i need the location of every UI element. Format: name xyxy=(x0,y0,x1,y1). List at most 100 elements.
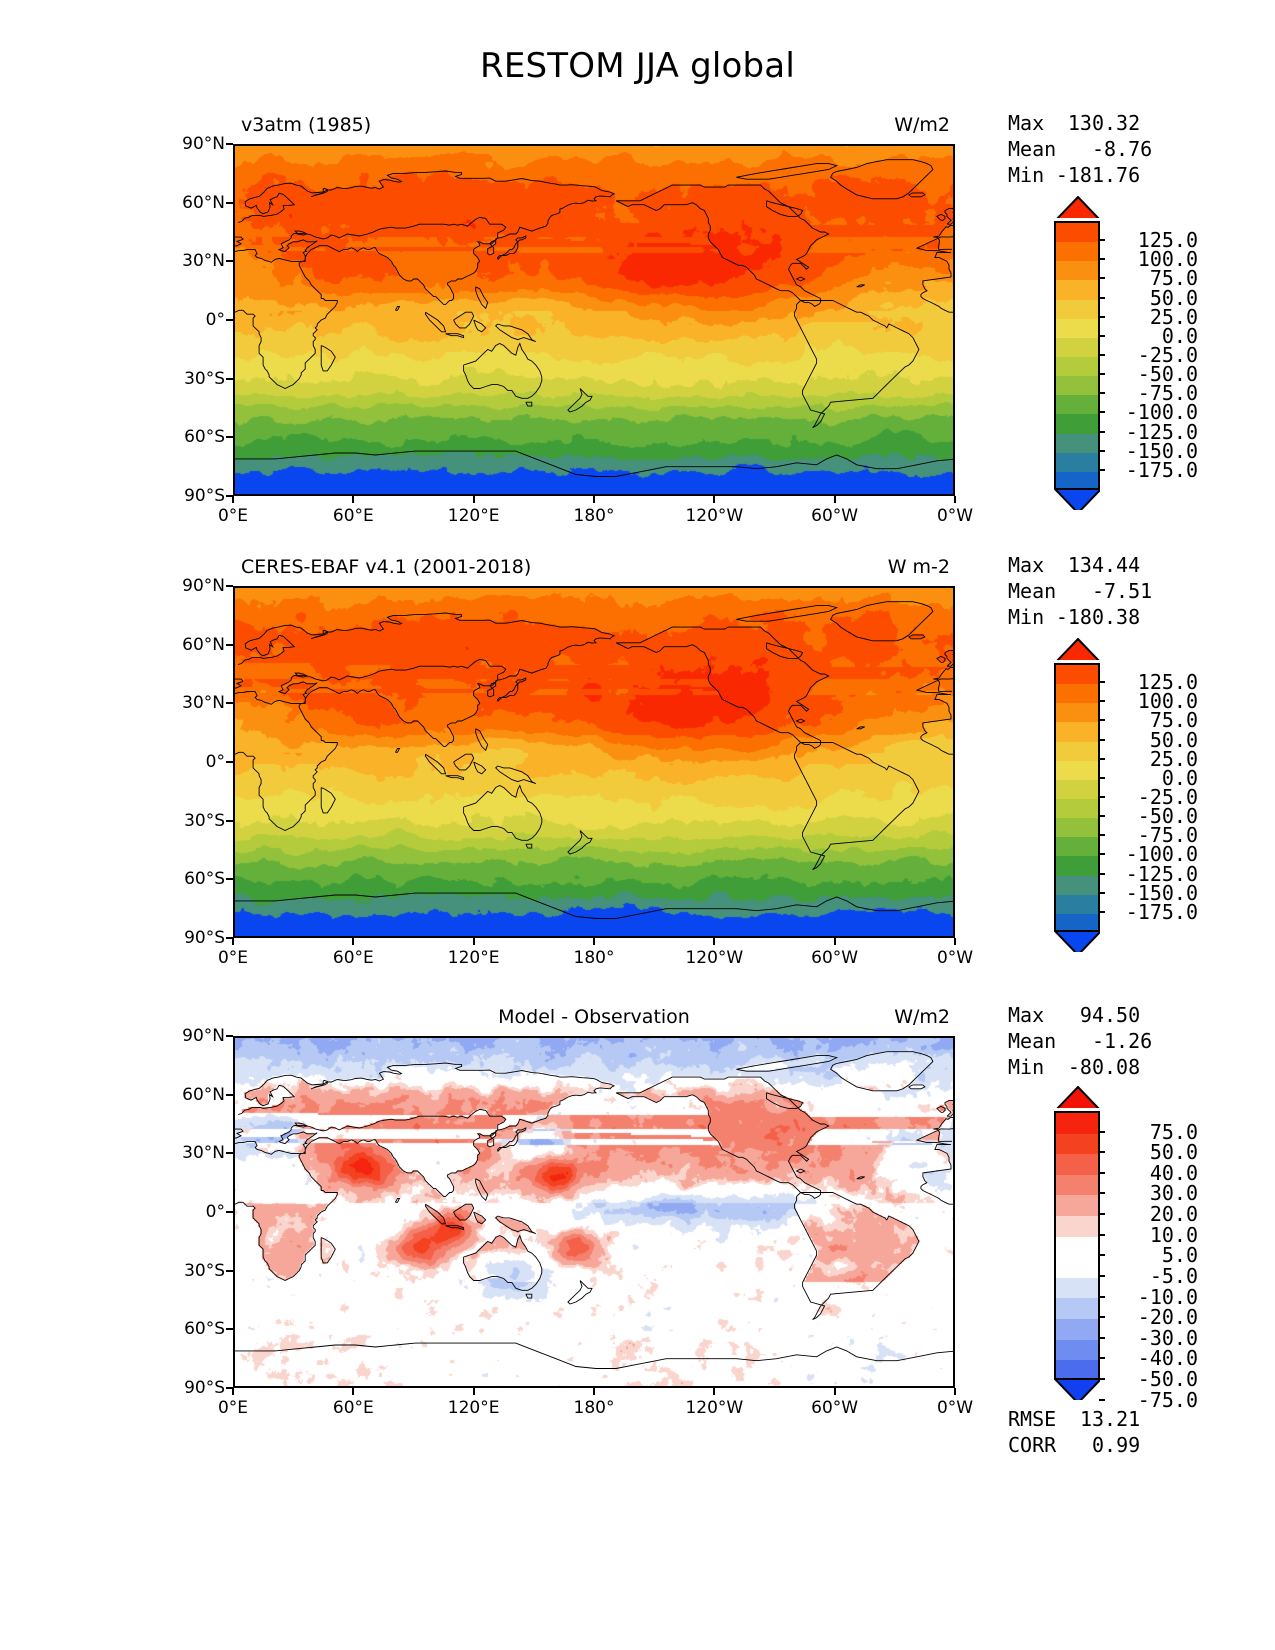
stats-key-mean: Mean xyxy=(1008,137,1057,161)
ytickmark-observation-0 xyxy=(226,585,233,587)
ytickmark-difference-6 xyxy=(226,1387,233,1389)
colorbar-segment-model-1 xyxy=(1056,223,1098,243)
colorbar-tickline-difference-11 xyxy=(1099,1357,1105,1360)
xtickmark-observation-3 xyxy=(593,938,595,945)
skill-label-rmse: RMSE xyxy=(1008,1407,1057,1431)
colorbar-tick-difference-4: 20.0 xyxy=(1149,1202,1198,1227)
stats-model: Max 130.32 Mean -8.76 Min -181.76 xyxy=(1008,110,1152,188)
xtick-difference-6: 0°W xyxy=(936,1398,974,1418)
xtick-model-1: 60°E xyxy=(332,506,374,526)
colorbar-extend-min-model xyxy=(1054,488,1100,510)
stats-value-max: 130.32 xyxy=(1067,111,1141,135)
colorbar-extend-min-difference xyxy=(1054,1378,1100,1400)
colorbar-tick-model-9: -100.0 xyxy=(1125,400,1198,425)
ytickmark-observation-4 xyxy=(226,819,233,822)
colorbar-segment-observation-1 xyxy=(1056,665,1098,685)
colorbar-segment-model-10 xyxy=(1056,395,1098,415)
xtick-model-3: 180° xyxy=(573,506,615,526)
colorbar-tick-model-5: 0.0 xyxy=(1161,323,1198,348)
colorbar-tickline-model-10 xyxy=(1099,430,1105,433)
stats-value-mean: -7.51 xyxy=(1091,579,1153,603)
colorbar-segment-observation-2 xyxy=(1056,684,1098,704)
xtickmark-difference-6 xyxy=(954,1388,956,1395)
colorbar-tick-model-8: -75.0 xyxy=(1137,381,1198,406)
colorbar-segment-observation-7 xyxy=(1056,779,1098,799)
colorbar-tick-observation-10: -125.0 xyxy=(1125,861,1198,886)
xtick-difference-1: 60°E xyxy=(332,1398,374,1418)
xtickmark-difference-1 xyxy=(352,1388,355,1395)
colorbar-segment-difference-7 xyxy=(1056,1236,1098,1258)
colorbar-extend-min-observation xyxy=(1054,930,1100,952)
ytick-observation-0: 90°N xyxy=(182,576,225,596)
xtickmark-difference-3 xyxy=(593,1388,595,1395)
ytick-model-3: 0° xyxy=(205,310,225,330)
colorbar-tick-observation-8: -75.0 xyxy=(1137,823,1198,848)
colorbar-tickline-difference-9 xyxy=(1099,1316,1105,1319)
xtickmark-observation-4 xyxy=(713,938,716,945)
colorbar-tickline-difference-3 xyxy=(1099,1192,1105,1195)
colorbar-tick-model-7: -50.0 xyxy=(1137,362,1198,387)
colorbar-extend-max-observation xyxy=(1056,638,1100,660)
colorbar-tick-difference-8: -10.0 xyxy=(1137,1284,1198,1309)
colorbar-observation: 125.0 100.0 75.0 50.0 25.0 0.0 -25.0 -50.0 -75.0… xyxy=(1054,638,1220,954)
xtick-difference-2: 120°E xyxy=(447,1398,500,1418)
panel-label-observation: CERES-EBAF v4.1 (2001-2018) xyxy=(241,556,532,578)
colorbar-tickline-difference-5 xyxy=(1099,1233,1105,1236)
colorbar-segment-observation-14 xyxy=(1056,913,1098,933)
skill-row-rmse: RMSE 13.21 xyxy=(1008,1406,1140,1432)
colorbar-tick-difference-9: -20.0 xyxy=(1137,1305,1198,1330)
ytick-difference-6: 90°S xyxy=(184,1378,225,1398)
colorbar-extend-max-model xyxy=(1056,196,1100,218)
colorbar-tickline-difference-10 xyxy=(1099,1336,1105,1339)
colorbar-segment-observation-11 xyxy=(1056,856,1098,876)
ytickmark-model-2 xyxy=(226,260,233,263)
xtickmark-model-1 xyxy=(352,496,355,503)
ytick-model-6: 90°S xyxy=(184,486,225,506)
colorbar-segment-model-9 xyxy=(1056,376,1098,396)
colorbar-tickline-model-9 xyxy=(1099,411,1105,414)
colorbar-tickline-difference-13 xyxy=(1099,1398,1105,1401)
colorbar-tickline-observation-4 xyxy=(1099,757,1105,760)
ytick-model-4: 30°S xyxy=(184,368,225,389)
colorbar-segment-difference-1 xyxy=(1056,1113,1098,1134)
colorbar-tick-difference-0: 75.0 xyxy=(1149,1119,1198,1144)
colorbar-segment-difference-11 xyxy=(1056,1319,1098,1340)
colorbar-tickline-model-11 xyxy=(1099,449,1105,452)
colorbar-tick-model-1: 100.0 xyxy=(1137,247,1198,272)
xtickmark-model-3 xyxy=(593,496,595,503)
colorbar-tick-observation-6: -25.0 xyxy=(1137,785,1198,809)
colorbar-segment-model-8 xyxy=(1056,356,1098,377)
colorbar-tickline-difference-12 xyxy=(1099,1378,1105,1380)
colorbar-tick-model-10: -125.0 xyxy=(1125,419,1198,444)
stats-key-min: Min xyxy=(1008,1055,1045,1079)
ytick-difference-2: 30°N xyxy=(182,1143,225,1164)
colorbar-tickline-model-0 xyxy=(1099,239,1105,242)
map-raster-difference xyxy=(235,1038,953,1386)
colorbar-tick-observation-7: -50.0 xyxy=(1137,804,1198,829)
colorbar-tick-difference-1: 50.0 xyxy=(1149,1140,1198,1165)
colorbar-tickline-observation-3 xyxy=(1099,738,1105,741)
colorbar-segment-model-6 xyxy=(1056,318,1098,338)
colorbar-tickline-observation-6 xyxy=(1099,796,1105,798)
xtickmark-observation-1 xyxy=(352,938,355,945)
colorbar-segment-difference-4 xyxy=(1056,1174,1098,1196)
xtick-difference-3: 180° xyxy=(573,1398,615,1418)
colorbar-segment-difference-9 xyxy=(1056,1277,1098,1299)
colorbar-tickline-difference-1 xyxy=(1099,1151,1105,1154)
ytick-observation-1: 60°N xyxy=(182,634,225,655)
stats-value-max: 94.50 xyxy=(1079,1003,1141,1027)
ytickmark-observation-5 xyxy=(226,878,233,881)
colorbar-tick-difference-7: -5.0 xyxy=(1149,1263,1198,1288)
xtick-observation-3: 180° xyxy=(573,948,615,968)
colorbar-segment-model-4 xyxy=(1056,280,1098,300)
ytick-difference-5: 60°S xyxy=(184,1319,225,1340)
colorbar-segment-model-14 xyxy=(1056,471,1098,491)
stats-row-observation-mean: Mean -7.51 xyxy=(1008,578,1152,604)
colorbar-segment-model-2 xyxy=(1056,242,1098,262)
colorbar-tick-model-3: 50.0 xyxy=(1149,285,1198,310)
ytickmark-difference-0 xyxy=(226,1035,233,1037)
ytickmark-model-3 xyxy=(226,319,233,321)
colorbar-tickline-observation-8 xyxy=(1099,834,1105,837)
xtick-observation-2: 120°E xyxy=(447,948,500,968)
colorbar-tick-observation-0: 125.0 xyxy=(1137,670,1198,695)
